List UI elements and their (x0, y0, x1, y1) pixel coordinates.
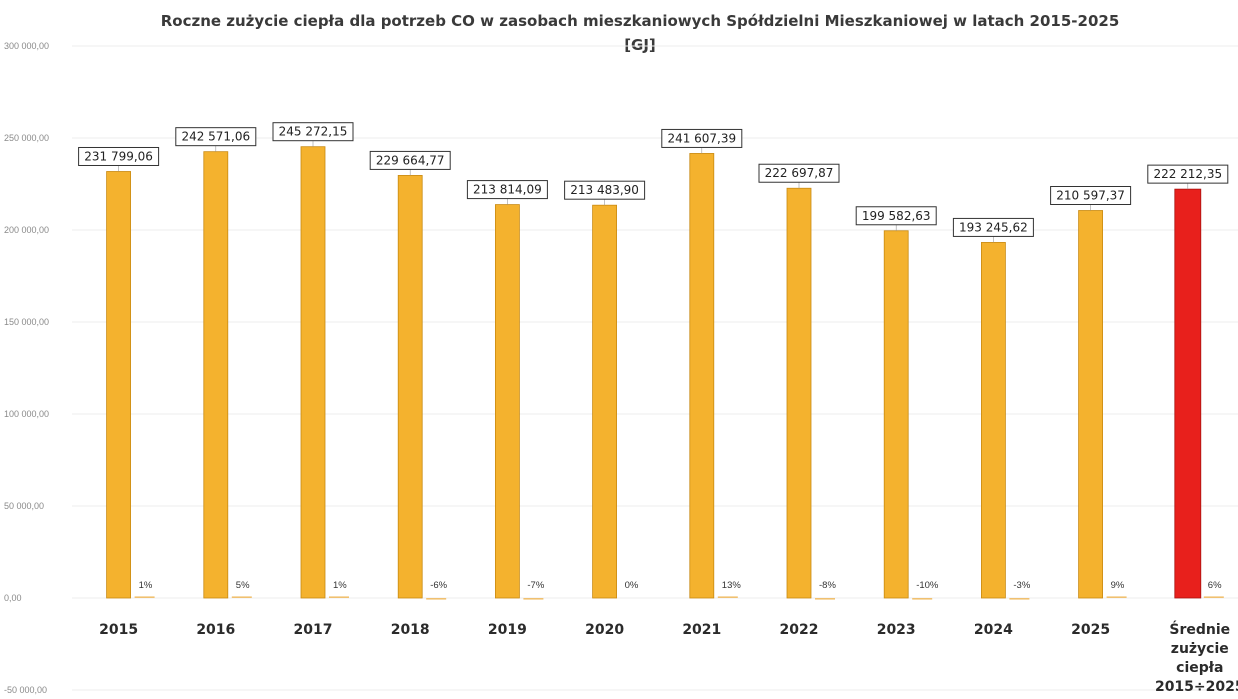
y-tick-label: -50 000,00 (4, 685, 47, 695)
y-tick-label: 0,00 (4, 593, 22, 603)
change-bar (426, 598, 447, 600)
change-label: 1% (139, 580, 153, 591)
x-tick-label: 2025 (1071, 622, 1110, 638)
change-bar (134, 596, 155, 598)
data-label: 231 799,06 (84, 149, 153, 163)
x-tick-label: 2015 (99, 622, 138, 638)
change-label: -7% (527, 580, 544, 591)
bar-series (106, 146, 1202, 599)
y-tick-label: 100 000,00 (4, 409, 49, 419)
data-label: 222 212,35 (1153, 167, 1222, 181)
average-bar (1174, 188, 1202, 599)
y-tick-label: 50 000,00 (4, 501, 44, 511)
x-tick-label: zużycie (1171, 641, 1229, 657)
change-label: -10% (916, 580, 939, 591)
change-series: 1% 5% 1% -6% -7% 0% 13% -8% -10% -3% 9% 6% (134, 580, 1224, 600)
change-bar (717, 596, 738, 598)
x-tick-label: 2019 (488, 622, 527, 638)
x-tick-label: 2022 (780, 622, 819, 638)
data-label-box (369, 150, 451, 170)
change-label: 5% (236, 580, 250, 591)
data-label-box (952, 217, 1034, 237)
change-bar (815, 598, 835, 600)
change-bar (912, 598, 933, 600)
data-label: 210 597,37 (1056, 189, 1125, 203)
bar (203, 151, 229, 599)
bar (592, 204, 617, 599)
x-tick-label: Średnie (1169, 620, 1230, 638)
y-tick-label: 200 000,00 (4, 225, 49, 235)
y-tick-label: 300 000,00 (4, 41, 49, 51)
data-label: 222 697,87 (765, 166, 834, 180)
data-label-box (1147, 164, 1229, 184)
data-label-box (175, 127, 257, 147)
data-label: 213 814,09 (473, 183, 542, 197)
chart-title: Roczne zużycie ciepła dla potrzeb CO w z… (161, 12, 1120, 54)
chart-grid (72, 45, 1238, 691)
y-axis: 300 000,00 250 000,00 200 000,00 150 000,00… (4, 41, 49, 695)
bar (1078, 210, 1103, 599)
x-tick-label: 2017 (294, 622, 333, 638)
x-tick-label: 2020 (585, 622, 624, 638)
data-label: 213 483,90 (570, 183, 639, 197)
bar (106, 171, 131, 599)
change-bar (1203, 596, 1224, 598)
change-label: 1% (333, 580, 347, 591)
y-tick-label: 150 000,00 (4, 317, 49, 327)
change-bar (1009, 598, 1030, 600)
x-tick-label: ciepła (1176, 660, 1223, 676)
change-label: -6% (430, 580, 447, 591)
bar (689, 153, 715, 599)
x-tick-label: 2023 (877, 622, 916, 638)
data-label-box (466, 180, 548, 200)
data-label-box (78, 146, 160, 166)
x-axis: 2015 2016 2017 2018 2019 2020 2021 2022 2023 2024… (99, 620, 1238, 695)
data-label: 199 582,63 (862, 209, 931, 223)
change-label: 0% (625, 580, 639, 591)
data-labels: 231 799,06 242 571,06 245 272,15 229 664,77… (78, 122, 1229, 243)
data-label: 229 664,77 (376, 153, 445, 167)
change-bar (1106, 596, 1127, 598)
data-label: 242 571,06 (181, 130, 250, 144)
bar (300, 146, 326, 599)
change-label: 13% (722, 580, 742, 591)
x-tick-label: 2018 (391, 622, 430, 638)
change-label: 9% (1111, 580, 1125, 591)
data-label-box (661, 128, 743, 148)
change-label: -8% (819, 580, 836, 591)
x-tick-label: 2021 (682, 622, 721, 638)
x-tick-label: 2016 (196, 622, 235, 638)
y-tick-label: 250 000,00 (4, 133, 49, 143)
bar (397, 175, 423, 599)
data-label: 241 607,39 (667, 131, 736, 145)
bar (494, 204, 520, 599)
bar (981, 242, 1006, 599)
change-label: -3% (1013, 580, 1030, 591)
change-bar (523, 598, 544, 600)
data-label-box (758, 163, 840, 183)
data-label-box (564, 180, 646, 200)
change-bar (231, 596, 252, 598)
x-tick-label: 2015÷2025 (1155, 679, 1238, 695)
data-label-box (1050, 186, 1132, 206)
bar (883, 230, 909, 599)
data-label: 245 272,15 (279, 125, 348, 139)
change-bar (329, 596, 349, 598)
chart-title-line: [GJ] (624, 36, 656, 54)
change-label: 6% (1208, 580, 1222, 591)
x-tick-label: 2024 (974, 622, 1013, 638)
data-label-box (272, 122, 354, 142)
data-label: 193 245,62 (959, 220, 1028, 234)
bar (786, 187, 812, 599)
chart-title-line: Roczne zużycie ciepła dla potrzeb CO w z… (161, 12, 1120, 30)
data-label-box (855, 206, 937, 226)
